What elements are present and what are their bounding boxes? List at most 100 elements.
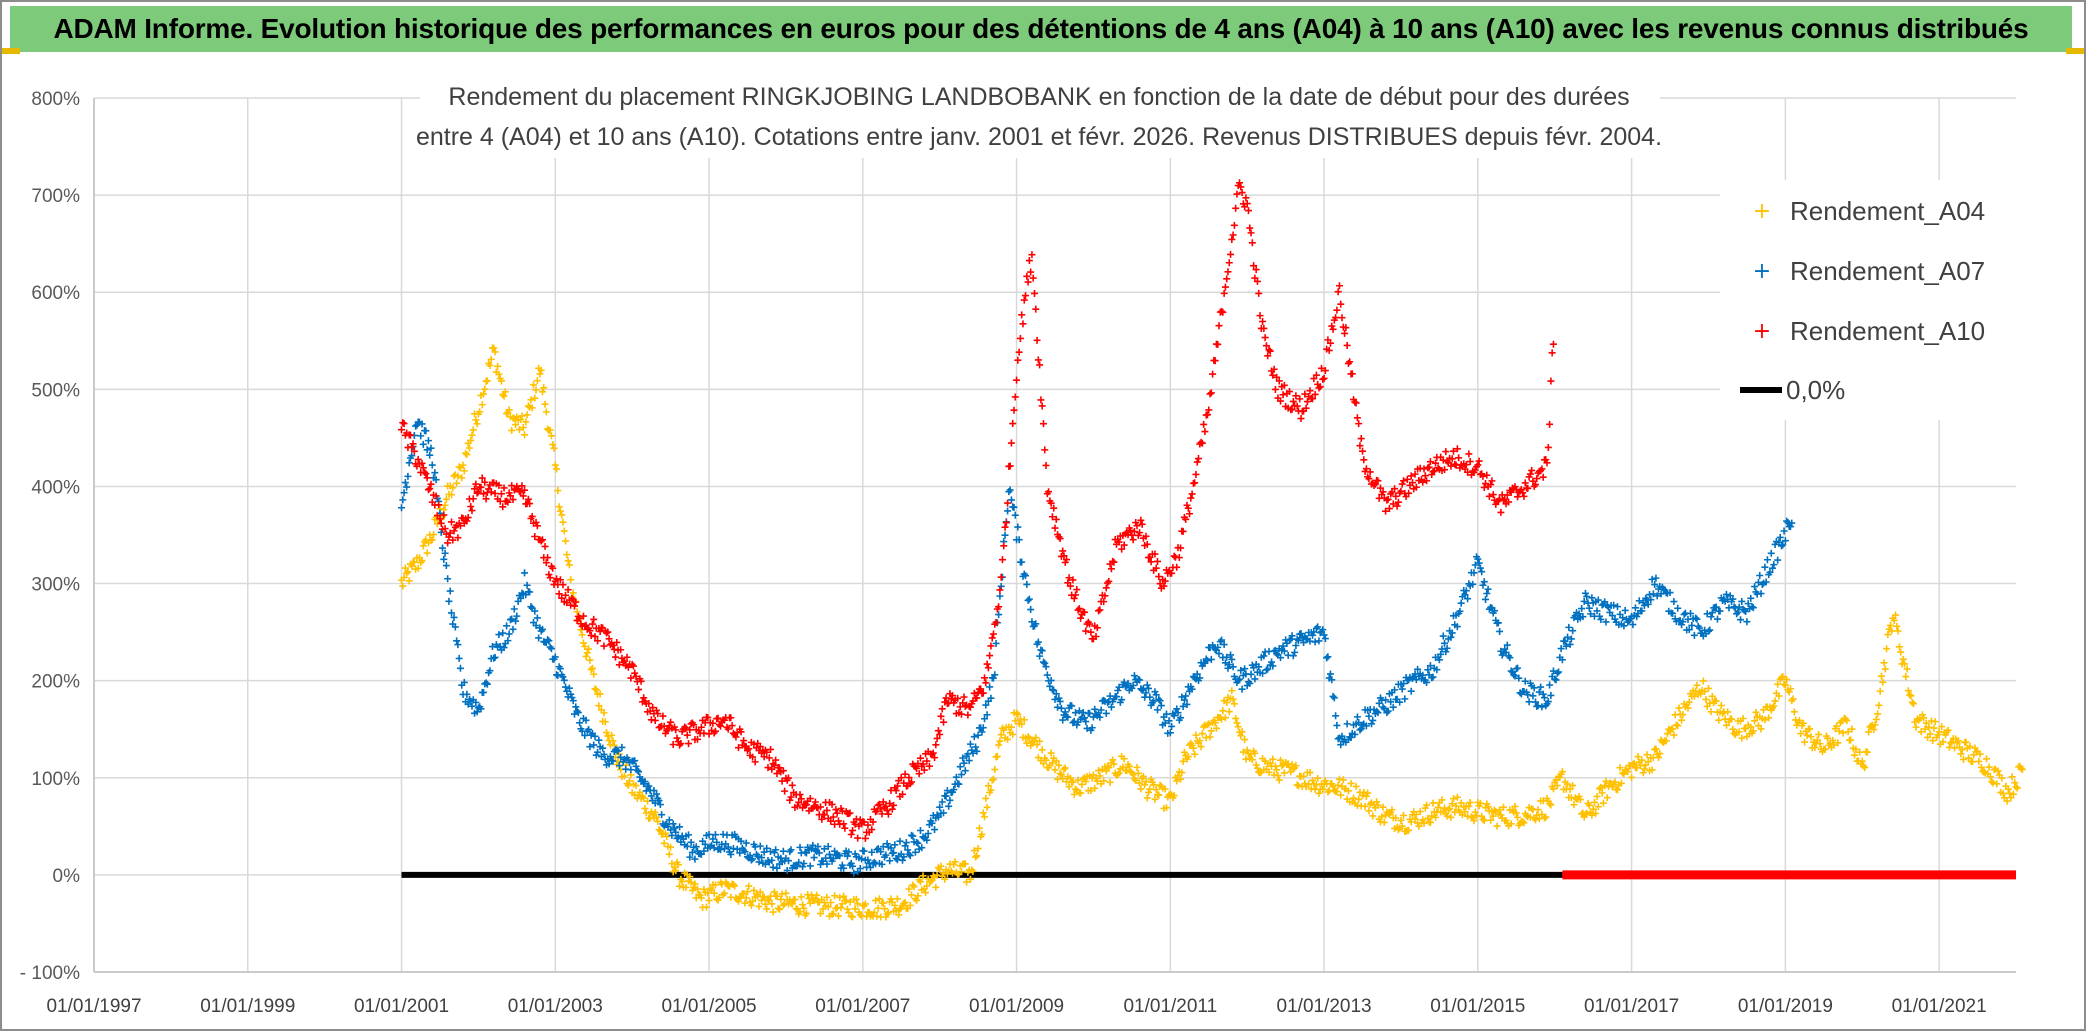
data-point (599, 744, 607, 752)
data-point (1847, 736, 1855, 744)
data-point (806, 899, 814, 907)
data-point (1007, 496, 1015, 504)
data-point (478, 401, 486, 409)
data-point (1229, 695, 1237, 703)
data-point (1059, 547, 1067, 555)
data-point (1061, 764, 1069, 772)
data-point (578, 631, 586, 639)
data-point (497, 377, 505, 385)
data-point (879, 899, 887, 907)
data-point (1314, 774, 1322, 782)
data-point (1201, 428, 1209, 436)
data-point (1102, 709, 1110, 717)
data-point (957, 868, 965, 876)
data-point (763, 905, 771, 913)
data-point (1684, 704, 1692, 712)
data-point (1844, 728, 1852, 736)
data-point (1086, 709, 1094, 717)
data-point (1277, 756, 1285, 764)
data-point (1192, 470, 1200, 478)
data-point (476, 408, 484, 416)
data-point (706, 843, 714, 851)
data-point (1161, 719, 1169, 727)
data-point (1361, 802, 1369, 810)
data-point (736, 849, 744, 857)
data-point (858, 855, 866, 863)
data-point (1824, 734, 1832, 742)
data-point (1839, 729, 1847, 737)
data-point (1333, 721, 1341, 729)
data-point (1324, 788, 1332, 796)
data-point (1038, 402, 1046, 410)
data-point (1129, 771, 1137, 779)
data-point (1041, 446, 1049, 454)
x-tick-label: 01/01/2017 (1584, 996, 1679, 1017)
data-point (1266, 759, 1274, 767)
data-point (685, 831, 693, 839)
data-point (840, 864, 848, 872)
data-point (1125, 763, 1133, 771)
data-point (1260, 652, 1268, 660)
data-point (691, 855, 699, 863)
data-point (405, 459, 413, 467)
data-point (1110, 760, 1118, 768)
data-point (1214, 643, 1222, 651)
data-point (1170, 552, 1178, 560)
data-point (769, 908, 777, 916)
data-point (417, 432, 425, 440)
data-point (614, 747, 622, 755)
data-point (754, 852, 762, 860)
data-point (1624, 768, 1632, 776)
data-point (932, 741, 940, 749)
data-point (1870, 726, 1878, 734)
data-point (1935, 728, 1943, 736)
data-point (1655, 753, 1663, 761)
data-point (1225, 661, 1233, 669)
data-point (610, 741, 618, 749)
data-point (1224, 268, 1232, 276)
data-point (521, 431, 529, 439)
data-point (1246, 224, 1254, 232)
data-point (480, 688, 488, 696)
data-point (563, 551, 571, 559)
data-point (1203, 721, 1211, 729)
data-point (1353, 713, 1361, 721)
data-point (1520, 492, 1528, 500)
data-point (928, 819, 936, 827)
data-point (1929, 737, 1937, 745)
data-point (1761, 563, 1769, 571)
data-point (956, 763, 964, 771)
data-point (705, 896, 713, 904)
data-point (1426, 818, 1434, 826)
data-point (1892, 611, 1900, 619)
data-point (760, 893, 768, 901)
y-tick-label: - 100% (20, 963, 80, 984)
data-point (1620, 770, 1628, 778)
data-point (1497, 508, 1505, 516)
data-point (996, 737, 1004, 745)
data-point (554, 487, 562, 495)
data-point (1329, 692, 1337, 700)
data-point (1032, 620, 1040, 628)
data-point (1757, 725, 1765, 733)
data-point (1948, 738, 1956, 746)
data-point (899, 856, 907, 864)
data-point (783, 866, 791, 874)
data-point (431, 469, 439, 477)
data-point (1895, 643, 1903, 651)
data-point (1070, 790, 1078, 798)
data-point (1360, 456, 1368, 464)
data-point (1947, 739, 1955, 747)
data-point (987, 786, 995, 794)
data-point (1200, 420, 1208, 428)
data-point (1555, 668, 1563, 676)
data-point (1795, 716, 1803, 724)
data-point (940, 809, 948, 817)
data-point (586, 743, 594, 751)
data-point (442, 562, 450, 570)
data-point (989, 674, 997, 682)
data-point (592, 686, 600, 694)
data-point (1193, 670, 1201, 678)
